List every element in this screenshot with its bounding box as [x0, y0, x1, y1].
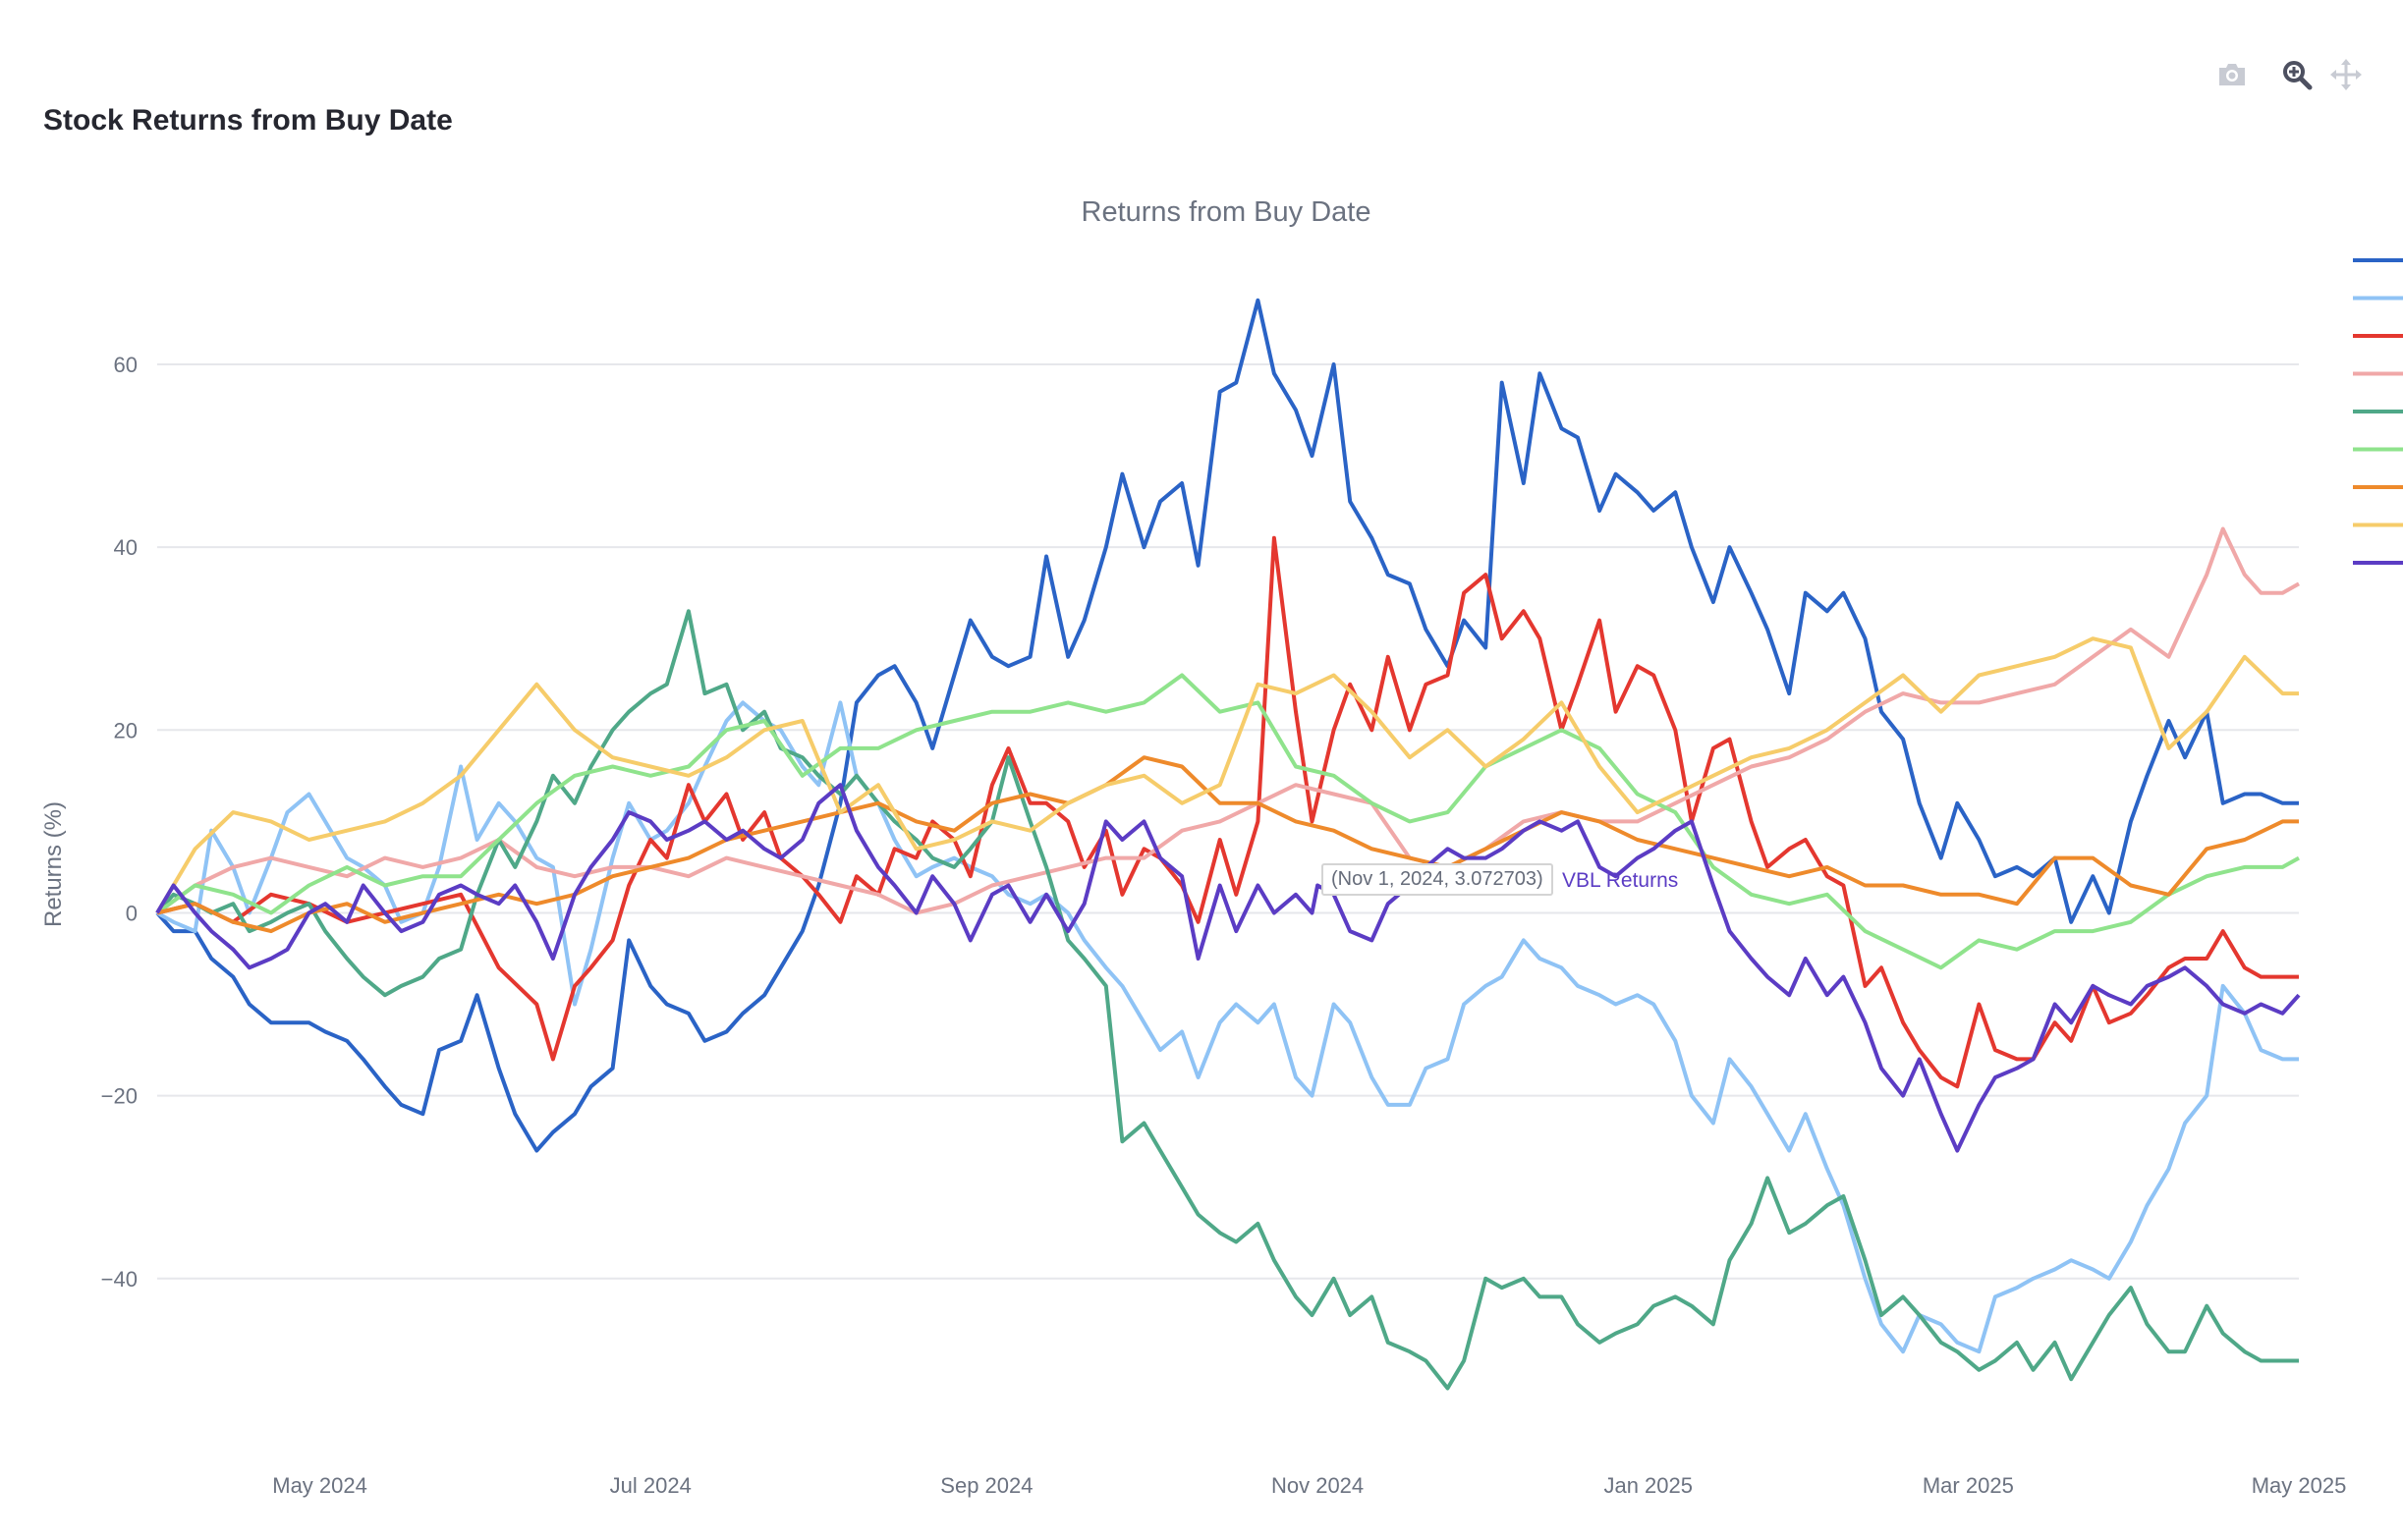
- camera-icon[interactable]: [2212, 55, 2252, 94]
- y-tick-label: 40: [114, 535, 138, 560]
- x-tick-label: Sep 2024: [940, 1473, 1033, 1498]
- y-tick-label: −40: [101, 1267, 138, 1292]
- legend: [2353, 258, 2403, 565]
- x-tick-label: Nov 2024: [1271, 1473, 1364, 1498]
- y-tick-label: 20: [114, 718, 138, 742]
- y-tick-label: 60: [114, 353, 138, 377]
- y-axis-ticks: 60 40 20 0 −20 −40: [101, 353, 138, 1292]
- x-axis-ticks: May 2024 Jul 2024 Sep 2024 Nov 2024 Jan 2025…: [272, 1473, 2346, 1498]
- chart-title: Returns from Buy Date: [1082, 196, 1371, 228]
- series-line-5[interactable]: [155, 609, 2299, 1391]
- x-tick-label: May 2025: [2252, 1473, 2347, 1498]
- series-line-8[interactable]: [155, 636, 2299, 914]
- x-tick-label: Jan 2025: [1603, 1473, 1693, 1498]
- zoom-icon[interactable]: [2277, 55, 2317, 94]
- y-tick-label: 0: [126, 901, 138, 925]
- chart-toolbar: [2212, 55, 2379, 94]
- hover-tooltip-series: VBL Returns: [1562, 869, 1679, 892]
- series-line-3[interactable]: [156, 535, 2299, 1089]
- series-line-2[interactable]: [156, 700, 2299, 1354]
- series-line-1[interactable]: [155, 298, 2299, 1153]
- hover-tooltip: (Nov 1, 2024, 3.072703): [1321, 863, 1553, 896]
- series-lines: [155, 298, 2301, 1391]
- gridlines: [157, 363, 2299, 1280]
- series-line-6[interactable]: [155, 673, 2300, 970]
- series-line-4[interactable]: [155, 526, 2300, 915]
- page-title: Stock Returns from Buy Date: [43, 104, 453, 137]
- x-tick-label: May 2024: [272, 1473, 367, 1498]
- y-axis-title: Returns (%): [40, 801, 67, 927]
- series-line-9[interactable]: [155, 783, 2301, 1153]
- y-tick-label: −20: [101, 1084, 138, 1109]
- x-tick-label: Mar 2025: [1923, 1473, 2014, 1498]
- pan-icon[interactable]: [2326, 55, 2366, 94]
- x-tick-label: Jul 2024: [610, 1473, 692, 1498]
- series-line-7[interactable]: [156, 755, 2299, 934]
